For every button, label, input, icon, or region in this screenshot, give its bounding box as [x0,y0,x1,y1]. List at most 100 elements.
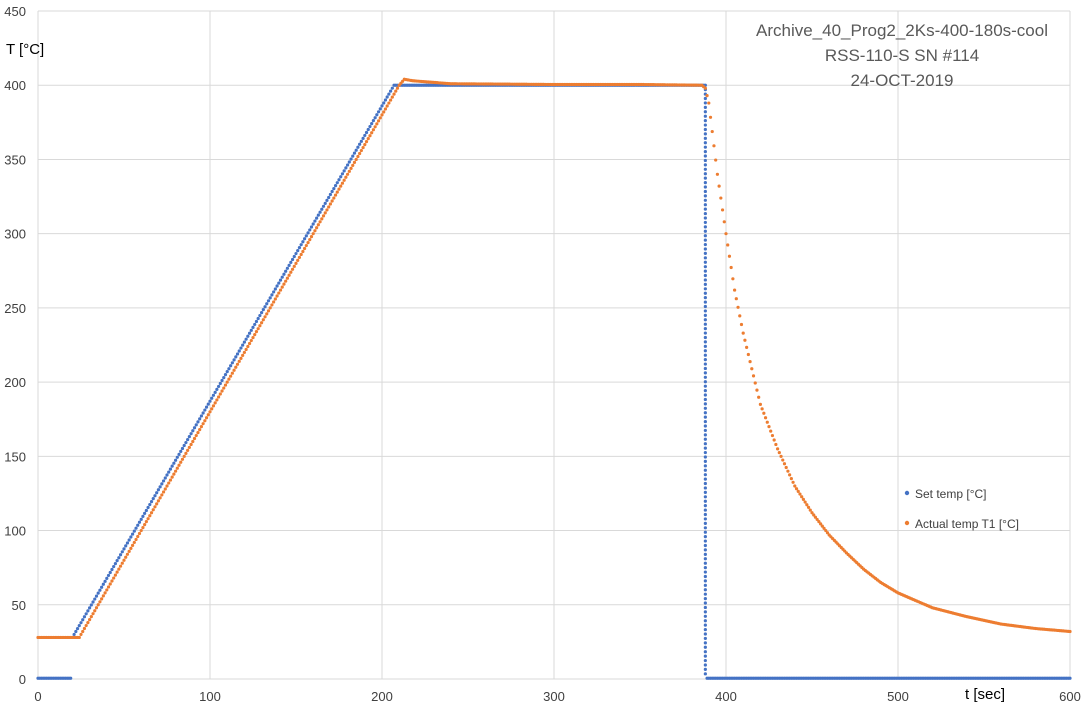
data-point [153,494,157,498]
data-point [738,314,742,318]
data-point [703,579,707,583]
data-point [325,198,329,202]
data-point [352,160,357,165]
data-point [146,505,150,510]
data-point [137,520,142,524]
data-point [180,457,185,461]
data-point [703,632,707,636]
data-point [141,525,145,530]
data-point [779,454,783,458]
data-point [817,520,821,524]
data-point [96,591,100,595]
x-tick-label: 500 [887,689,909,704]
data-point [364,140,369,144]
data-point [765,420,769,424]
data-point [177,463,181,467]
data-point [124,544,128,548]
data-point [258,313,262,318]
x-tick-label: 400 [715,689,737,704]
data-point [703,406,707,410]
legend-label-actual-temp: Actual temp T1 [°C] [915,517,1019,531]
data-point [242,340,246,344]
data-point [199,425,203,429]
data-point [382,110,386,114]
data-point [297,246,302,250]
data-point [265,302,269,306]
data-point [161,490,166,494]
data-point [380,104,384,108]
data-point [308,238,312,242]
data-point [824,528,828,533]
data-point [385,104,389,108]
data-point [733,288,737,292]
data-point [277,281,281,285]
data-point [199,414,203,418]
data-point [88,618,92,622]
data-point [703,331,707,335]
data-point [131,543,135,548]
data-point [389,98,393,102]
data-point [196,430,200,435]
data-point [703,185,707,189]
data-point [342,178,346,182]
data-point [703,353,707,357]
data-point [359,139,363,143]
series-set-temp [36,83,1072,680]
data-point [289,260,293,264]
data-point [703,309,707,313]
data-point [703,136,707,140]
data-point [808,508,812,512]
data-point [287,273,291,277]
data-point [139,517,143,521]
data-point [79,621,83,625]
data-point [337,178,341,182]
data-point [703,508,707,512]
data-point [306,240,310,245]
grid-layer [37,10,1071,680]
data-point [703,313,707,317]
data-point [805,503,809,507]
data-point [253,333,257,337]
data-point [148,502,152,507]
data-point [703,380,707,384]
data-point [339,184,343,188]
data-point [788,473,792,477]
data-point [703,358,707,362]
data-point [270,303,274,307]
data-point [703,388,707,393]
data-point [215,387,219,391]
data-point [289,270,293,274]
data-point [163,487,167,491]
data-point [74,629,78,634]
data-point [703,499,707,503]
data-point [206,402,210,406]
data-point [296,248,300,253]
data-point [167,481,171,485]
data-point [703,663,707,667]
data-point [703,402,707,406]
data-point [258,324,262,328]
data-point [247,331,252,335]
data-point [217,384,221,389]
data-point [703,464,707,468]
data-point [335,190,339,194]
data-point [370,122,374,126]
data-point [383,98,388,102]
data-point [356,154,360,159]
data-point [309,225,314,229]
data-point [165,473,169,477]
series-layer [36,77,1072,680]
data-point [184,440,188,445]
data-point [825,531,830,535]
data-point [328,202,332,206]
chart-title-line-3: 24-OCT-2019 [851,71,954,90]
data-point [703,242,707,247]
data-point [703,96,707,101]
data-point [810,511,814,515]
data-point [703,561,707,565]
data-point [201,411,205,415]
data-point [132,529,136,533]
data-point [333,184,338,188]
data-point [168,467,173,471]
data-point [703,145,707,149]
